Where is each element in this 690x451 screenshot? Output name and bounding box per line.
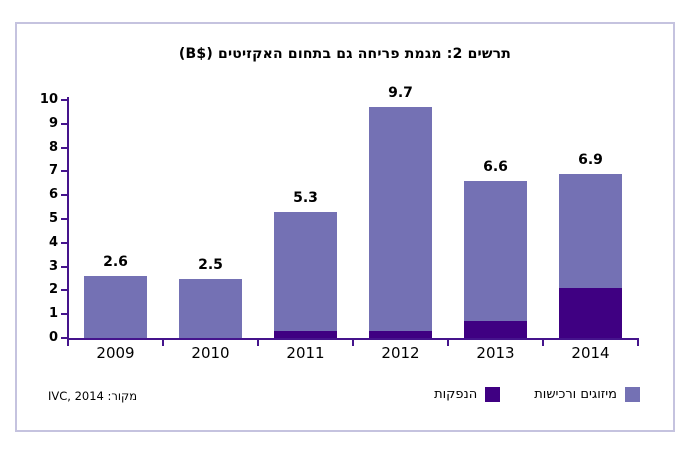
bar-segment-mergers-acquisitions-2012 [369, 107, 432, 331]
bar-value-label: 2.6 [103, 254, 128, 271]
y-tick-label: 9 [48, 115, 58, 131]
legend-item-ipos: הנפקות [434, 387, 501, 402]
bar-segment-ipos-2011 [274, 330, 337, 338]
bar-segment-ipos-2013 [464, 321, 527, 338]
bar-segment-ipos-2012 [369, 330, 432, 338]
y-tick [61, 194, 68, 197]
legend-swatch-mergers-icon [625, 387, 640, 402]
y-tick [61, 241, 68, 244]
x-tick-label: 2014 [571, 344, 610, 362]
x-tick [162, 338, 164, 346]
x-tick [67, 338, 69, 346]
x-tick-label: 2009 [96, 344, 135, 362]
y-tick [61, 218, 68, 220]
x-tick-label: 2013 [476, 344, 515, 362]
y-tick [61, 337, 68, 339]
bar-value-label: 6.9 [578, 151, 603, 168]
legend-label-mergers: מיזוגים ורכישות [534, 387, 617, 402]
bar-segment-mergers-acquisitions-2010 [179, 278, 242, 338]
y-tick-label: 0 [48, 330, 58, 345]
x-tick-label: 2010 [191, 344, 230, 362]
legend: מיזוגים ורכישות הנפקות [434, 387, 640, 402]
y-tick [61, 265, 68, 268]
bar-segment-mergers-acquisitions-2009 [84, 276, 147, 338]
y-tick [61, 146, 68, 149]
y-tick [61, 170, 68, 173]
x-tick [637, 338, 639, 346]
x-tick [447, 338, 449, 346]
bar-segment-ipos-2014 [559, 288, 622, 338]
y-tick-label: 3 [48, 258, 58, 274]
x-tick-label: 2012 [381, 344, 420, 362]
x-tick [352, 338, 354, 346]
bar-value-label: 5.3 [293, 189, 318, 206]
y-tick-label: 1 [48, 306, 58, 322]
y-tick-label: 7 [48, 163, 58, 179]
y-tick-label: 10 [39, 92, 58, 107]
y-tick [61, 313, 68, 316]
legend-label-ipos: הנפקות [434, 387, 478, 402]
y-tick [61, 99, 68, 101]
y-tick-label: 6 [48, 187, 58, 203]
bar-value-label: 2.5 [198, 256, 223, 273]
y-tick-label: 5 [48, 211, 58, 226]
bar-segment-mergers-acquisitions-2013 [464, 180, 527, 322]
x-tick [542, 338, 544, 346]
y-axis [67, 97, 69, 345]
x-tick [257, 338, 259, 346]
x-tick-label: 2011 [286, 344, 325, 362]
y-tick [61, 289, 68, 292]
y-tick-label: 4 [48, 234, 58, 250]
y-tick-label: 8 [48, 139, 58, 155]
source-note: מקור: IVC, 2014 [48, 389, 137, 403]
legend-swatch-ipos-icon [485, 387, 501, 402]
chart-frame [15, 22, 675, 432]
chart-title: תרשים 2: מגמת פריחה גם בתחום האקזיטים ($… [178, 46, 512, 62]
bar-segment-mergers-acquisitions-2014 [559, 173, 622, 288]
bar-value-label: 9.7 [388, 85, 413, 102]
bar-value-label: 6.6 [483, 158, 508, 175]
y-tick-label: 2 [48, 282, 58, 298]
bar-segment-mergers-acquisitions-2011 [274, 211, 337, 331]
y-tick [61, 122, 68, 125]
legend-item-mergers: מיזוגים ורכישות [534, 387, 640, 402]
